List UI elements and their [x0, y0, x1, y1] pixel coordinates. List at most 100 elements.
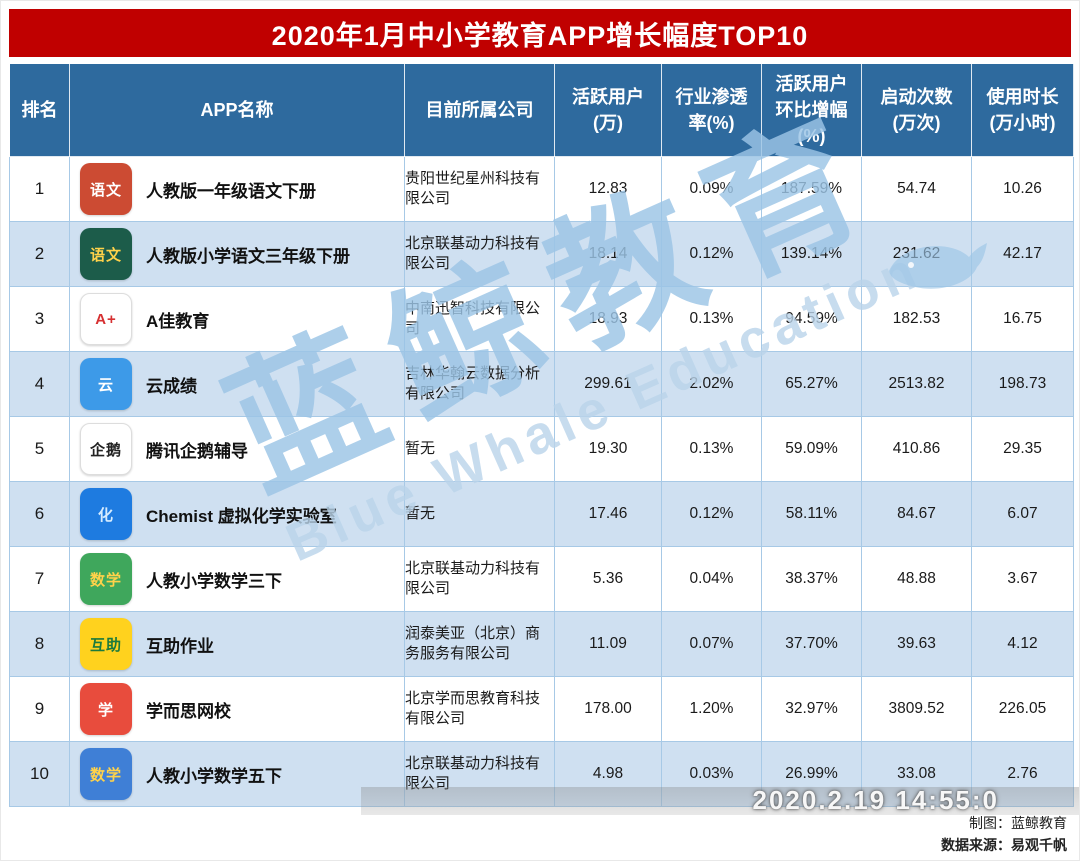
app-cell: 数学 人教小学数学三下 — [69, 546, 405, 612]
app-cell: 语文 人教版一年级语文下册 — [69, 156, 405, 222]
growth-cell: 59.09% — [761, 416, 862, 482]
timestamp: 2020.2.19 14:55:0 — [752, 785, 999, 815]
app-name: 人教版一年级语文下册 — [146, 181, 316, 201]
penetration-cell: 1.20% — [661, 676, 762, 742]
company-cell: 北京学而思教育科技有限公司 — [404, 676, 555, 742]
rank-cell: 5 — [9, 416, 70, 482]
header-row: 排名 APP名称 目前所属公司 活跃用户 (万) 行业渗透 率(%) 活跃用户 … — [9, 63, 1074, 157]
footer-credits: 制图：蓝鲸教育 数据来源：易观千帆 — [941, 813, 1067, 856]
table-row: 4 云 云成绩 吉林华翰云数据分析有限公司 299.61 2.02% 65.27… — [9, 351, 1074, 417]
penetration-cell: 0.13% — [661, 286, 762, 352]
company-cell: 中南迅智科技有限公司 — [404, 286, 555, 352]
active-users-cell: 4.98 — [554, 741, 662, 807]
active-users-cell: 18.93 — [554, 286, 662, 352]
penetration-cell: 0.04% — [661, 546, 762, 612]
col-header-duration: 使用时长 (万小时) — [971, 63, 1074, 157]
table-row: 7 数学 人教小学数学三下 北京联基动力科技有限公司 5.36 0.04% 38… — [9, 546, 1074, 612]
launches-cell: 48.88 — [861, 546, 972, 612]
rank-cell: 8 — [9, 611, 70, 677]
huzhu-zuoye-icon: 互助 — [80, 618, 132, 670]
rank-cell: 10 — [9, 741, 70, 807]
app-name: 互助作业 — [146, 636, 214, 656]
active-users-cell: 11.09 — [554, 611, 662, 677]
active-users-cell: 178.00 — [554, 676, 662, 742]
credit-map: 制图：蓝鲸教育 — [969, 815, 1067, 831]
app-cell: 企鹅 腾讯企鹅辅导 — [69, 416, 405, 482]
growth-cell: 26.99% — [761, 741, 862, 807]
table-row: 6 化 Chemist 虚拟化学实验室 暂无 17.46 0.12% 58.11… — [9, 481, 1074, 547]
launches-cell: 84.67 — [861, 481, 972, 547]
launches-cell: 410.86 — [861, 416, 972, 482]
table-row: 8 互助 互助作业 润泰美亚（北京）商务服务有限公司 11.09 0.07% 3… — [9, 611, 1074, 677]
duration-cell: 6.07 — [971, 481, 1074, 547]
company-cell: 贵阳世纪星州科技有限公司 — [404, 156, 555, 222]
launches-cell: 231.62 — [861, 221, 972, 287]
duration-cell: 226.05 — [971, 676, 1074, 742]
launches-cell: 182.53 — [861, 286, 972, 352]
chemist-lab-icon: 化 — [80, 488, 132, 540]
rank-cell: 1 — [9, 156, 70, 222]
launches-cell: 33.08 — [861, 741, 972, 807]
col-header-penetration: 行业渗透 率(%) — [661, 63, 762, 157]
launches-cell: 2513.82 — [861, 351, 972, 417]
duration-cell: 42.17 — [971, 221, 1074, 287]
app-growth-table: 排名 APP名称 目前所属公司 活跃用户 (万) 行业渗透 率(%) 活跃用户 … — [9, 63, 1074, 807]
app-cell: 云 云成绩 — [69, 351, 405, 417]
table-row: 2 语文 人教版小学语文三年级下册 北京联基动力科技有限公司 18.14 0.1… — [9, 221, 1074, 287]
col-header-app-name: APP名称 — [69, 63, 405, 157]
table-row: 10 数学 人教小学数学五下 北京联基动力科技有限公司 4.98 0.03% 2… — [9, 741, 1074, 807]
penetration-cell: 0.12% — [661, 481, 762, 547]
col-header-launches: 启动次数 (万次) — [861, 63, 972, 157]
app-name: 人教小学数学三下 — [146, 571, 282, 591]
penetration-cell: 0.03% — [661, 741, 762, 807]
company-cell: 北京联基动力科技有限公司 — [404, 546, 555, 612]
col-header-company: 目前所属公司 — [404, 63, 555, 157]
active-users-cell: 12.83 — [554, 156, 662, 222]
app-name: A佳教育 — [146, 311, 210, 331]
table-row: 3 A+ A佳教育 中南迅智科技有限公司 18.93 0.13% 94.59% … — [9, 286, 1074, 352]
rank-cell: 9 — [9, 676, 70, 742]
chinese-grade1-textbook-icon: 语文 — [80, 163, 132, 215]
active-users-cell: 19.30 — [554, 416, 662, 482]
company-cell: 北京联基动力科技有限公司 — [404, 741, 555, 807]
penetration-cell: 0.13% — [661, 416, 762, 482]
app-cell: 互助 互助作业 — [69, 611, 405, 677]
table-row: 9 学 学而思网校 北京学而思教育科技有限公司 178.00 1.20% 32.… — [9, 676, 1074, 742]
page-title: 2020年1月中小学教育APP增长幅度TOP10 — [9, 9, 1071, 57]
xueersi-wangxiao-icon: 学 — [80, 683, 132, 735]
duration-cell: 29.35 — [971, 416, 1074, 482]
math-grade3-textbook-icon: 数学 — [80, 553, 132, 605]
app-cell: 学 学而思网校 — [69, 676, 405, 742]
duration-cell: 2.76 — [971, 741, 1074, 807]
app-cell: 语文 人教版小学语文三年级下册 — [69, 221, 405, 287]
growth-cell: 37.70% — [761, 611, 862, 677]
col-header-active-users: 活跃用户 (万) — [554, 63, 662, 157]
table-row: 5 企鹅 腾讯企鹅辅导 暂无 19.30 0.13% 59.09% 410.86… — [9, 416, 1074, 482]
penetration-cell: 2.02% — [661, 351, 762, 417]
growth-cell: 32.97% — [761, 676, 862, 742]
company-cell: 润泰美亚（北京）商务服务有限公司 — [404, 611, 555, 677]
app-name: 学而思网校 — [146, 701, 231, 721]
duration-cell: 3.67 — [971, 546, 1074, 612]
col-header-rank: 排名 — [9, 63, 70, 157]
duration-cell: 16.75 — [971, 286, 1074, 352]
tencent-penguin-tutoring-icon: 企鹅 — [80, 423, 132, 475]
company-cell: 暂无 — [404, 481, 555, 547]
active-users-cell: 5.36 — [554, 546, 662, 612]
math-grade5-textbook-icon: 数学 — [80, 748, 132, 800]
rank-cell: 6 — [9, 481, 70, 547]
credit-source: 数据来源：易观千帆 — [941, 836, 1067, 853]
penetration-cell: 0.12% — [661, 221, 762, 287]
launches-cell: 39.63 — [861, 611, 972, 677]
company-cell: 吉林华翰云数据分析有限公司 — [404, 351, 555, 417]
app-name: 云成绩 — [146, 376, 197, 396]
duration-cell: 4.12 — [971, 611, 1074, 677]
duration-cell: 10.26 — [971, 156, 1074, 222]
app-cell: 数学 人教小学数学五下 — [69, 741, 405, 807]
growth-cell: 139.14% — [761, 221, 862, 287]
growth-cell: 38.37% — [761, 546, 862, 612]
duration-cell: 198.73 — [971, 351, 1074, 417]
table-row: 1 语文 人教版一年级语文下册 贵阳世纪星州科技有限公司 12.83 0.09%… — [9, 156, 1074, 222]
rank-cell: 3 — [9, 286, 70, 352]
